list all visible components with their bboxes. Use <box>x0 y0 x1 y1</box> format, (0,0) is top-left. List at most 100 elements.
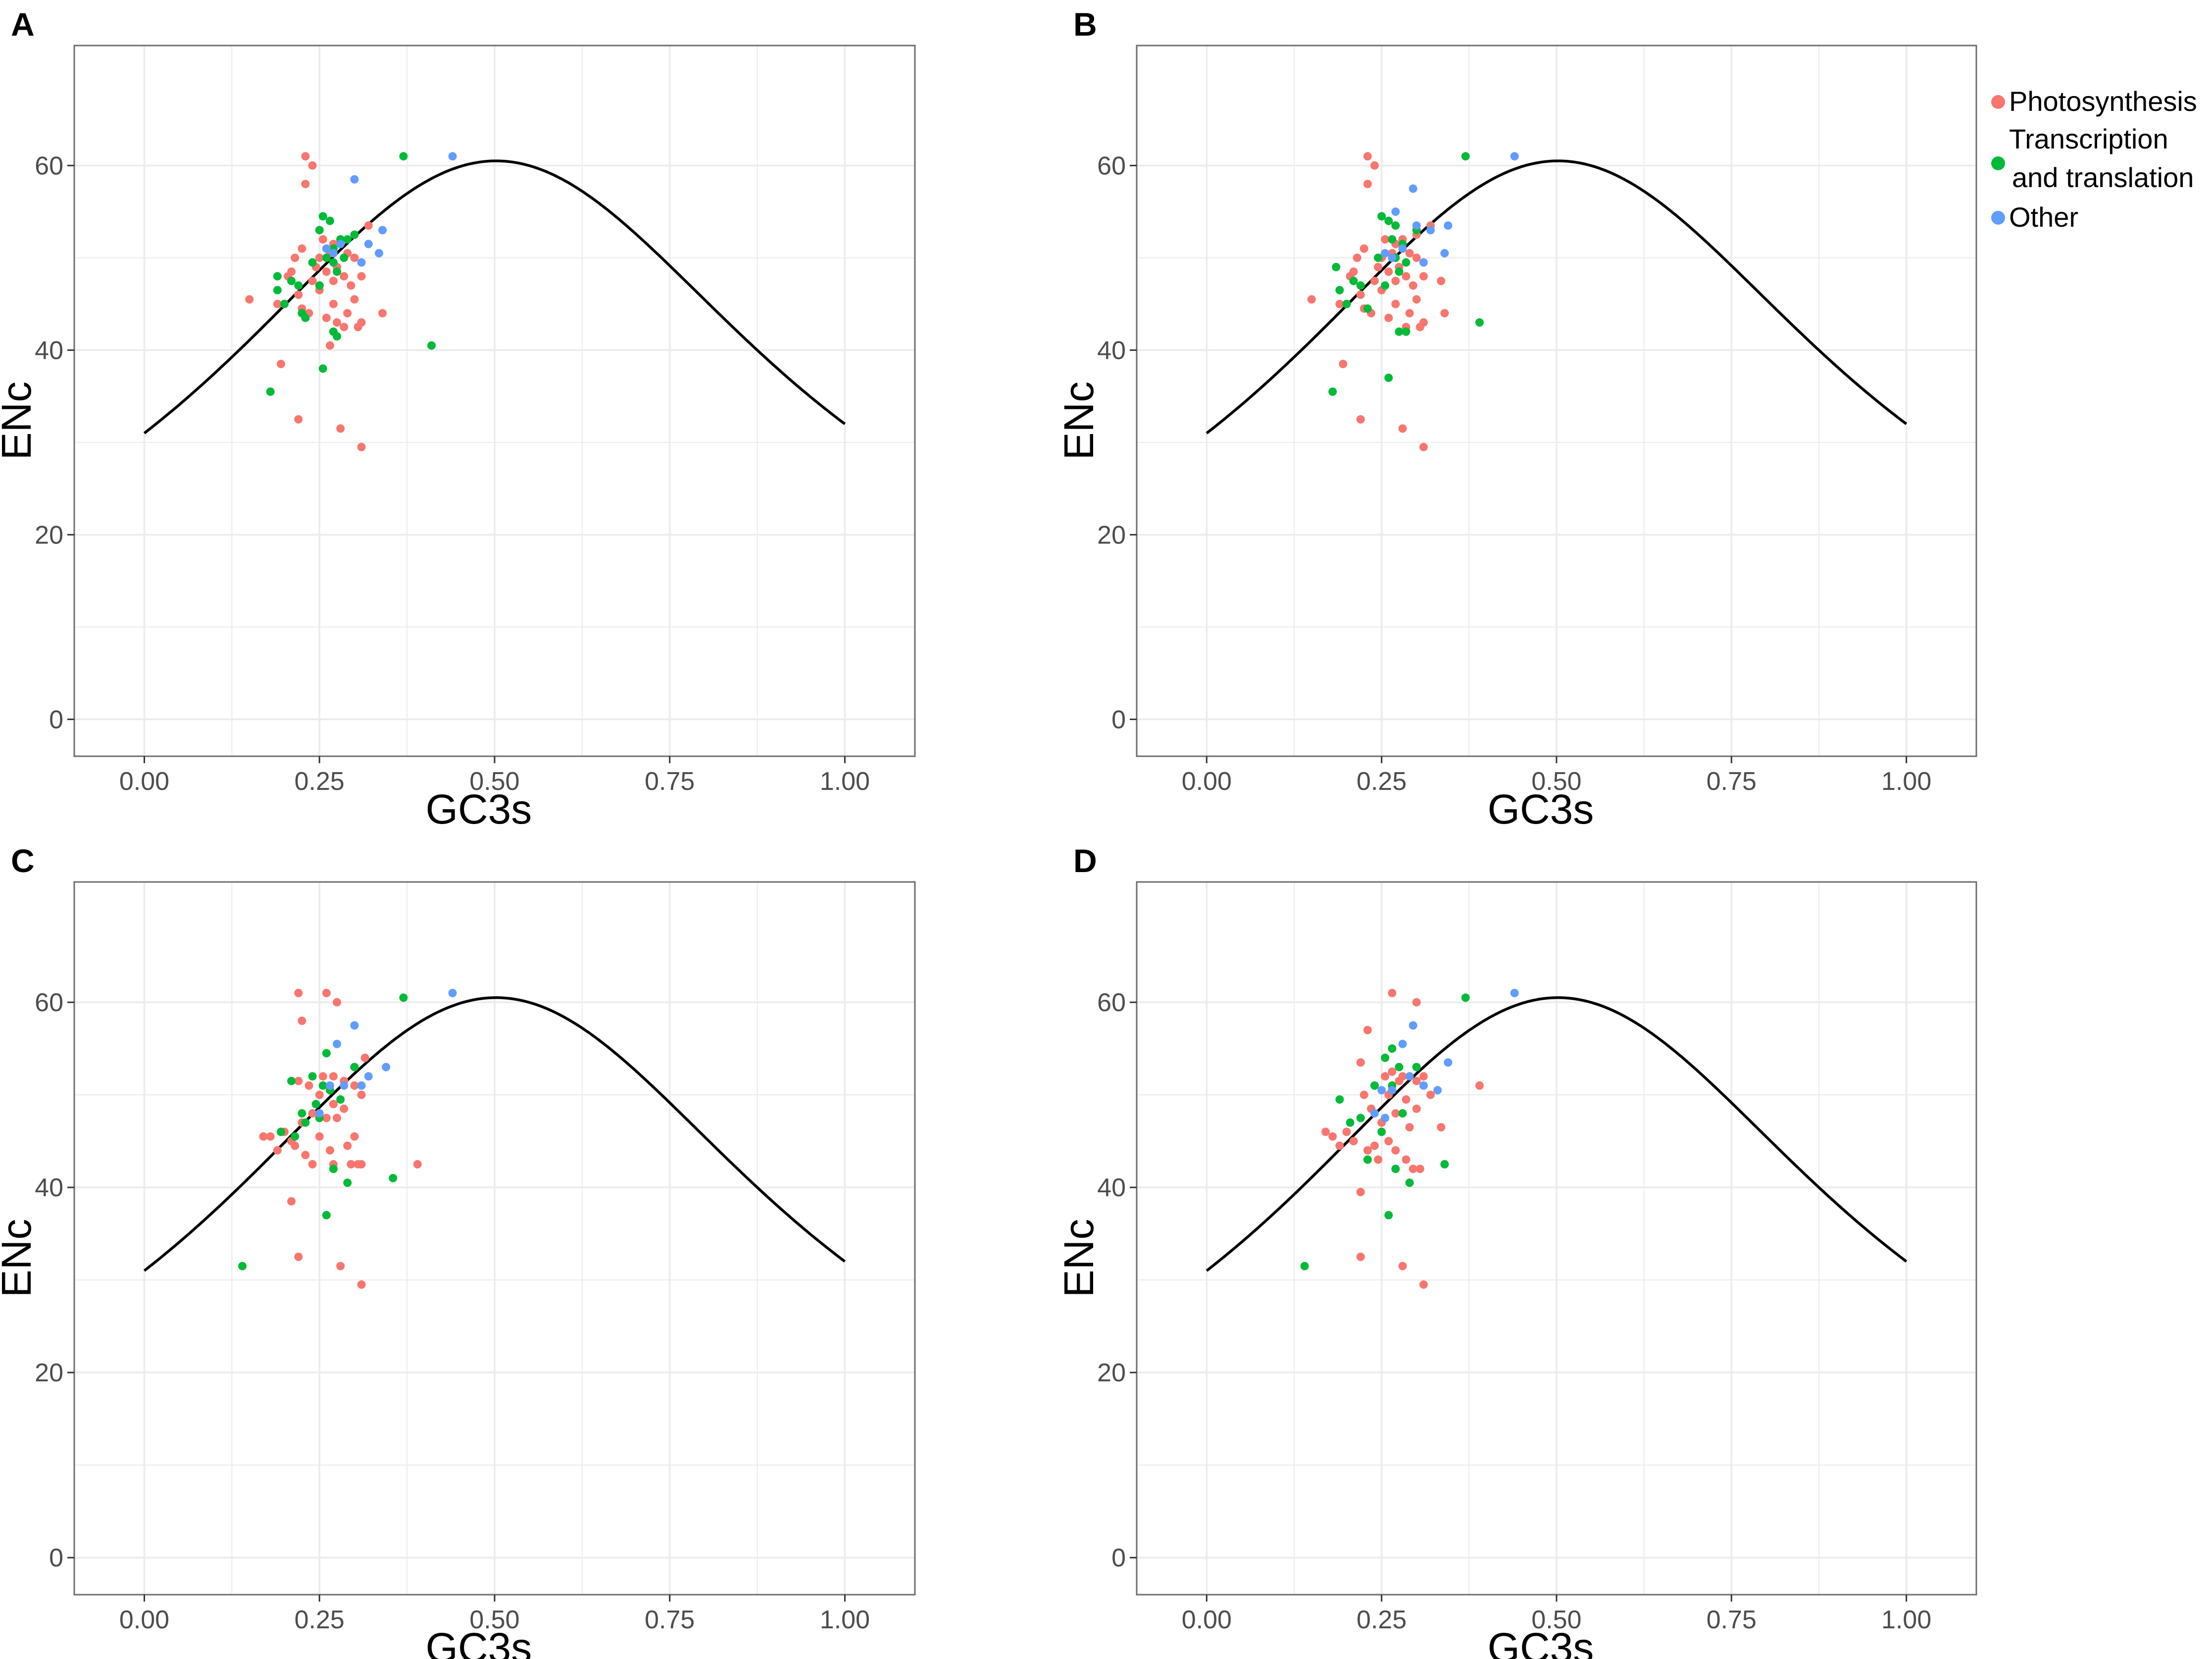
data-point <box>294 291 303 299</box>
data-point <box>1384 373 1393 382</box>
x-tick-label: 0.75 <box>1707 767 1757 796</box>
data-point <box>1402 272 1410 281</box>
data-point <box>287 277 296 286</box>
panel-b: B 0.00 0.25 0.50 0.75 1.00 0 20 40 60 GC3s ENc <box>1056 6 1977 832</box>
x-tick-label: 0.75 <box>645 767 695 796</box>
data-point <box>294 988 303 997</box>
data-point <box>315 1090 324 1099</box>
data-point <box>343 235 352 244</box>
series-1 <box>238 993 408 1270</box>
panel-c: C 0.00 0.25 0.50 0.75 1.00 0 20 40 60 GC3s ENc <box>0 842 916 1659</box>
y-tick-label: 40 <box>35 1173 63 1202</box>
data-point <box>318 1072 327 1081</box>
data-point <box>1370 1109 1379 1118</box>
data-point <box>1377 1127 1386 1136</box>
data-point <box>357 1081 366 1090</box>
x-tick-label: 0.00 <box>119 1606 169 1634</box>
data-point <box>318 1081 327 1090</box>
data-point <box>427 341 436 350</box>
data-point <box>448 152 457 161</box>
data-point <box>322 253 331 262</box>
x-axis-title: GC3s <box>426 786 532 832</box>
expected-enc-curve <box>1206 159 1908 435</box>
data-point <box>273 286 282 294</box>
data-point <box>1398 1072 1407 1081</box>
data-point <box>1412 1063 1421 1072</box>
data-point <box>329 1072 338 1081</box>
data-point <box>1412 998 1421 1007</box>
x-tick-label: 0.50 <box>469 767 519 796</box>
data-point <box>1381 1053 1390 1062</box>
data-point <box>1374 253 1383 262</box>
data-point <box>326 1146 334 1155</box>
data-point <box>308 1160 317 1169</box>
data-point <box>336 240 345 248</box>
data-point <box>322 244 331 253</box>
data-point <box>399 152 408 161</box>
data-point <box>350 1132 359 1141</box>
data-point <box>1510 988 1519 997</box>
data-point <box>1370 1081 1379 1090</box>
data-point <box>322 1114 331 1122</box>
data-point <box>1419 272 1428 281</box>
data-point <box>340 253 349 262</box>
data-point <box>1398 1262 1407 1270</box>
data-point <box>1377 212 1386 221</box>
data-point <box>1437 1123 1446 1132</box>
data-point <box>340 272 349 281</box>
data-point <box>357 1090 366 1099</box>
data-point <box>318 235 327 244</box>
y-tick-label: 60 <box>35 988 63 1017</box>
data-point <box>1398 1039 1407 1048</box>
x-tick-label: 0.50 <box>1531 767 1581 796</box>
data-point <box>1356 1058 1365 1067</box>
data-point <box>315 1132 324 1141</box>
data-point <box>357 272 366 281</box>
data-point <box>1335 1141 1344 1150</box>
panel-letter: C <box>11 842 35 879</box>
data-point <box>1384 1211 1393 1220</box>
data-point <box>1412 1076 1421 1085</box>
data-point <box>301 1151 310 1160</box>
data-point <box>1433 1086 1442 1095</box>
data-point <box>1395 1063 1404 1072</box>
panel-letter: A <box>11 6 35 43</box>
data-point <box>1426 226 1435 235</box>
data-point <box>1391 207 1400 216</box>
series-2 <box>1381 152 1519 267</box>
data-point <box>336 424 345 433</box>
data-point <box>294 1252 303 1261</box>
y-tick-label: 60 <box>1097 988 1126 1017</box>
data-point <box>329 277 338 286</box>
data-point <box>378 226 387 235</box>
y-tick-label: 0 <box>1111 705 1126 734</box>
data-point <box>1328 387 1337 396</box>
y-tick-label: 20 <box>35 1359 63 1387</box>
data-point <box>360 1053 369 1062</box>
data-point <box>266 1132 275 1141</box>
series-1 <box>1300 993 1470 1270</box>
data-point <box>1419 442 1428 451</box>
data-point <box>1461 993 1470 1002</box>
data-point <box>350 1081 359 1090</box>
data-point <box>1419 258 1428 267</box>
data-point <box>1384 1137 1393 1146</box>
data-point <box>357 442 366 451</box>
data-point <box>266 387 275 396</box>
data-point <box>336 1262 345 1270</box>
data-point <box>1391 1165 1400 1173</box>
data-point <box>329 1100 338 1109</box>
data-point <box>1408 184 1417 193</box>
data-point <box>280 299 289 308</box>
y-axis-title: ENc <box>0 382 40 460</box>
data-point <box>1377 1086 1386 1095</box>
y-axis-title: ENc <box>1056 382 1102 460</box>
expected-enc-curve <box>143 159 846 435</box>
data-point <box>1349 1137 1358 1146</box>
data-point <box>347 281 355 290</box>
data-point <box>1356 1252 1365 1261</box>
legend-label: Photosynthesis <box>2009 86 2197 117</box>
x-tick-label: 0.00 <box>1182 1606 1232 1634</box>
y-tick-label: 0 <box>1111 1544 1126 1572</box>
data-point <box>301 180 310 189</box>
